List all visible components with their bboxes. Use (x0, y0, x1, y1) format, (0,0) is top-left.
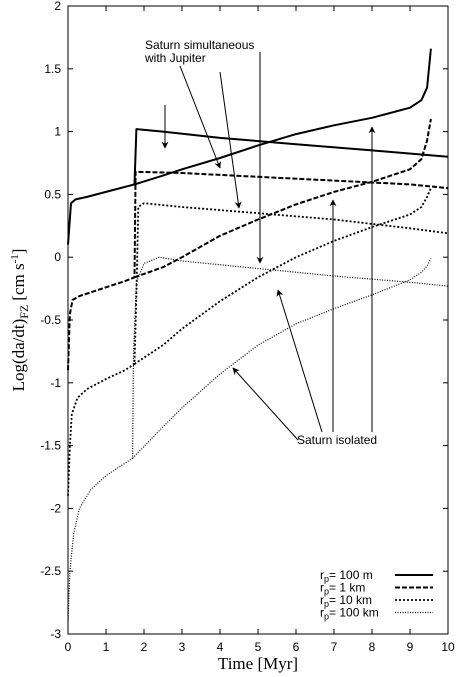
legend-label: rp= 1 km (320, 581, 365, 597)
annotation-simultaneous-line1: Saturn simultaneous (145, 38, 254, 52)
legend-label-r: r (320, 581, 324, 595)
legend-label-subscript: p (324, 599, 329, 609)
legend-label-size: = 100 km (329, 606, 379, 620)
y-tick-label: 1.5 (44, 62, 61, 76)
annotation-arrow (179, 65, 221, 169)
series-line-1km-simultaneous (67, 170, 449, 371)
x-axis: 0 1 2 3 4 5 6 7 8 9 10 (65, 6, 455, 654)
y-tick-label: -2.5 (40, 564, 61, 578)
y-axis-title-close: ] (9, 249, 28, 255)
annotation-arrow (219, 71, 242, 209)
annotation-isolated: Saturn isolated (297, 433, 377, 447)
x-tick-label: 10 (441, 640, 455, 654)
y-tick-label: -0.5 (40, 313, 61, 327)
legend-label-r: r (320, 606, 324, 620)
y-tick-label: 1 (54, 125, 61, 139)
y-tick-label: -2 (50, 501, 61, 515)
x-tick-label: 0 (65, 640, 72, 654)
y-tick-label: 0 (54, 250, 61, 264)
series-line-100km-simultaneous (67, 256, 449, 622)
y-tick-label: -1 (50, 376, 61, 390)
x-tick-label: 1 (103, 640, 110, 654)
y-axis-title-main: Log(da/dt) (9, 319, 28, 392)
y-axis-title-unit: [cm s (9, 263, 28, 300)
x-tick-label: 5 (255, 640, 262, 654)
plot-frame (67, 5, 449, 635)
x-tick-label: 9 (407, 640, 414, 654)
y-axis-title-subscript: FZ (17, 305, 31, 319)
legend-label-size: = 10 km (329, 593, 372, 607)
y-axis-title: Log(da/dt)FZ [cm s-1] (9, 249, 31, 392)
y-tick-label: 2 (54, 0, 61, 13)
x-tick-label: 4 (217, 640, 224, 654)
legend-label: rp= 10 km (320, 593, 372, 609)
x-tick-label: 6 (293, 640, 300, 654)
legend-label: rp= 100 km (320, 606, 379, 622)
y-tick-label: -3 (50, 627, 61, 641)
x-axis-title: Time [Myr] (218, 654, 298, 673)
legend-label-size: = 100 m (329, 568, 373, 582)
legend-label-subscript: p (324, 612, 329, 622)
x-tick-label: 2 (141, 640, 148, 654)
annotation-arrow (276, 289, 323, 433)
series-line-100m-isolated (134, 48, 432, 186)
legend-label-subscript: p (324, 587, 329, 597)
legend-label-r: r (320, 568, 324, 582)
annotation-simultaneous-line2: with Jupiter (144, 51, 206, 65)
annotation-arrow (232, 367, 299, 441)
legend-label: rp= 100 m (320, 568, 373, 584)
y-tick-label: -1.5 (40, 439, 61, 453)
x-tick-label: 3 (179, 640, 186, 654)
y-axis-title-exponent: -1 (9, 254, 21, 263)
series-line-1km-isolated (134, 118, 432, 279)
legend-label-r: r (320, 593, 324, 607)
series-line-10km-simultaneous (67, 202, 449, 496)
x-tick-label: 8 (369, 640, 376, 654)
y-tick-label: 0.5 (44, 187, 61, 201)
annotations: Saturn simultaneous with Jupiter Saturn … (144, 38, 377, 447)
series-layer (67, 48, 449, 622)
y-axis: -3 -2.5 -2 -1.5 -1 -0.5 0 0.5 1 1.5 2 (40, 0, 448, 641)
legend-label-size: = 1 km (329, 581, 365, 595)
legend-label-subscript: p (324, 574, 329, 584)
x-tick-label: 7 (331, 640, 338, 654)
series-line-100km-isolated (132, 258, 432, 459)
